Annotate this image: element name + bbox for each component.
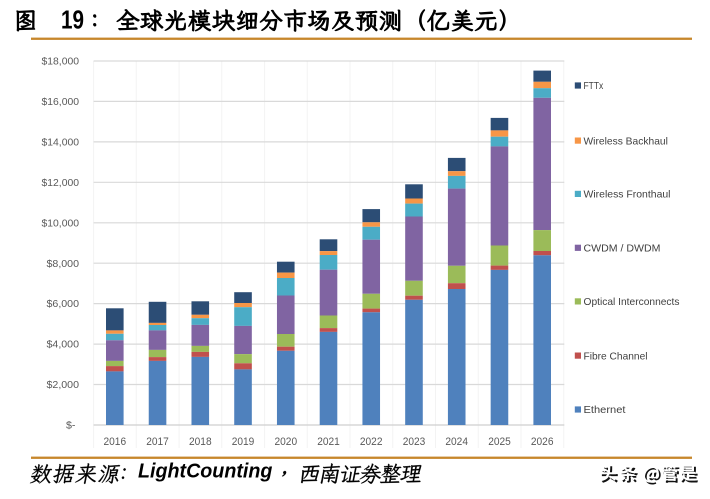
svg-text:2025: 2025 [488, 436, 511, 448]
svg-text:$2,000: $2,000 [47, 380, 80, 391]
svg-text:Wireless Backhaul: Wireless Backhaul [584, 135, 668, 147]
svg-text:2020: 2020 [275, 436, 298, 448]
svg-text:$4,000: $4,000 [47, 340, 80, 351]
svg-text:19: 19 [61, 7, 84, 35]
svg-text:$10,000: $10,000 [42, 218, 80, 229]
svg-text:Wireless Fronthaul: Wireless Fronthaul [584, 189, 671, 201]
svg-text:$12,000: $12,000 [42, 178, 80, 189]
svg-text:2016: 2016 [104, 436, 127, 448]
svg-text:2026: 2026 [531, 436, 554, 448]
svg-text:Optical Interconnects: Optical Interconnects [584, 296, 680, 308]
svg-text:2017: 2017 [146, 436, 169, 448]
svg-text:2021: 2021 [317, 436, 340, 448]
svg-text:$14,000: $14,000 [42, 138, 80, 149]
svg-text:Fibre Channel: Fibre Channel [584, 350, 648, 362]
svg-text:2019: 2019 [232, 436, 255, 448]
svg-text:LightCounting: LightCounting [138, 461, 272, 483]
svg-text:Ethernet: Ethernet [584, 404, 626, 416]
svg-text:CWDM / DWDM: CWDM / DWDM [584, 243, 661, 255]
svg-text:2022: 2022 [360, 436, 383, 448]
svg-text:$6,000: $6,000 [47, 299, 80, 310]
svg-text:$16,000: $16,000 [42, 97, 80, 108]
svg-text:2023: 2023 [403, 436, 426, 448]
svg-text:$-: $- [66, 421, 76, 432]
svg-text:$18,000: $18,000 [42, 57, 80, 68]
svg-text:2024: 2024 [445, 436, 468, 448]
svg-text:FTTx: FTTx [584, 80, 604, 92]
svg-text:$8,000: $8,000 [47, 259, 80, 270]
svg-text:2018: 2018 [189, 436, 212, 448]
